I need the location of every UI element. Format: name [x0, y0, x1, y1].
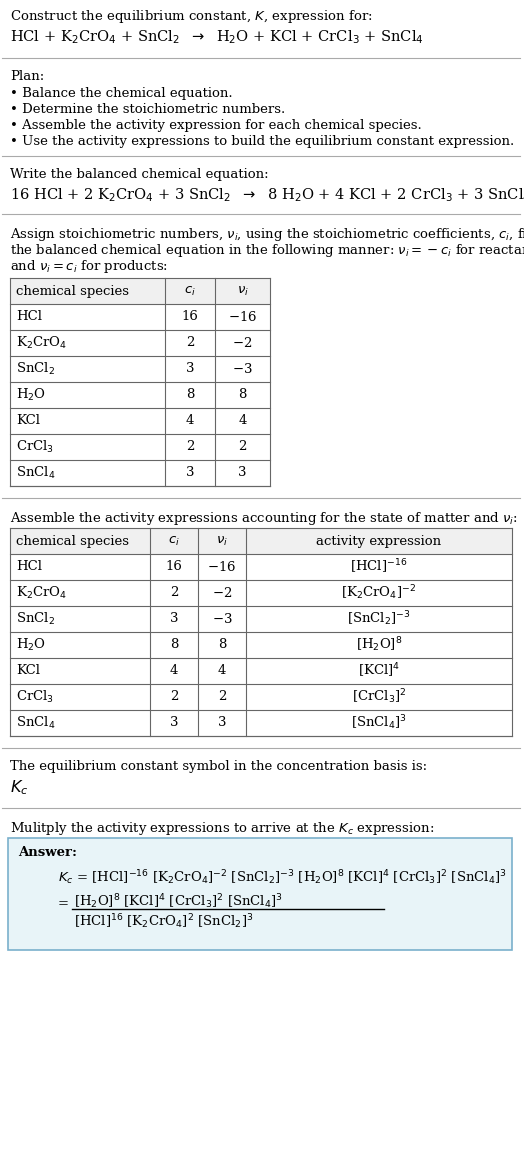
Text: CrCl$_3$: CrCl$_3$ [16, 688, 54, 705]
Text: 4: 4 [218, 664, 226, 678]
Bar [10, 278, 270, 486]
Text: the balanced chemical equation in the following manner: $\nu_i = -c_i$ for react: the balanced chemical equation in the fo… [10, 242, 524, 259]
Text: 3: 3 [170, 716, 178, 729]
Text: 8: 8 [218, 638, 226, 651]
Text: [HCl]$^{16}$ [K$_2$CrO$_4$]$^2$ [SnCl$_2$]$^3$: [HCl]$^{16}$ [K$_2$CrO$_4$]$^2$ [SnCl$_2… [74, 912, 254, 930]
Text: $c_i$: $c_i$ [168, 535, 180, 548]
Text: 2: 2 [218, 691, 226, 704]
Text: • Use the activity expressions to build the equilibrium constant expression.: • Use the activity expressions to build … [10, 135, 514, 148]
Text: $c_i$: $c_i$ [184, 285, 196, 298]
Text: Construct the equilibrium constant, $K$, expression for:: Construct the equilibrium constant, $K$,… [10, 8, 373, 24]
Text: Assign stoichiometric numbers, $\nu_i$, using the stoichiometric coefficients, $: Assign stoichiometric numbers, $\nu_i$, … [10, 226, 524, 243]
Text: Assemble the activity expressions accounting for the state of matter and $\nu_i$: Assemble the activity expressions accoun… [10, 511, 518, 527]
Text: 2: 2 [238, 441, 247, 454]
Text: $-$2: $-$2 [232, 336, 253, 350]
Text: H$_2$O: H$_2$O [16, 637, 46, 654]
Text: $\nu_i$: $\nu_i$ [236, 285, 248, 298]
Text: 2: 2 [186, 441, 194, 454]
Text: $-$2: $-$2 [212, 586, 232, 600]
Text: 3: 3 [170, 613, 178, 626]
Text: SnCl$_4$: SnCl$_4$ [16, 715, 56, 732]
Text: SnCl$_2$: SnCl$_2$ [16, 611, 55, 627]
FancyBboxPatch shape [8, 839, 512, 950]
Text: K$_2$CrO$_4$: K$_2$CrO$_4$ [16, 335, 67, 351]
Text: • Balance the chemical equation.: • Balance the chemical equation. [10, 87, 233, 100]
Text: 3: 3 [218, 716, 226, 729]
Text: 8: 8 [170, 638, 178, 651]
Text: K$_2$CrO$_4$: K$_2$CrO$_4$ [16, 585, 67, 601]
Bar [10, 528, 512, 736]
Text: 4: 4 [170, 664, 178, 678]
Text: [K$_2$CrO$_4$]$^{-2}$: [K$_2$CrO$_4$]$^{-2}$ [342, 584, 417, 602]
Text: [HCl]$^{-16}$: [HCl]$^{-16}$ [351, 558, 408, 576]
Text: [SnCl$_4$]$^3$: [SnCl$_4$]$^3$ [351, 714, 407, 733]
Text: 8: 8 [238, 388, 247, 401]
Text: 2: 2 [186, 336, 194, 350]
Text: Mulitply the activity expressions to arrive at the $K_c$ expression:: Mulitply the activity expressions to arr… [10, 820, 434, 837]
Text: $-$3: $-$3 [212, 612, 232, 626]
Text: 2: 2 [170, 586, 178, 599]
Text: 4: 4 [238, 414, 247, 428]
Text: 16 HCl + 2 K$_2$CrO$_4$ + 3 SnCl$_2$  $\rightarrow$  8 H$_2$O + 4 KCl + 2 CrCl$_: 16 HCl + 2 K$_2$CrO$_4$ + 3 SnCl$_2$ $\r… [10, 186, 524, 204]
Text: KCl: KCl [16, 664, 40, 678]
Text: H$_2$O: H$_2$O [16, 387, 46, 404]
Text: $-$16: $-$16 [208, 561, 236, 575]
Text: 4: 4 [186, 414, 194, 428]
Text: Plan:: Plan: [10, 70, 44, 83]
Text: 3: 3 [238, 466, 247, 479]
Text: [SnCl$_2$]$^{-3}$: [SnCl$_2$]$^{-3}$ [347, 609, 411, 628]
Text: 16: 16 [166, 561, 182, 573]
Text: KCl: KCl [16, 414, 40, 428]
Text: [CrCl$_3$]$^2$: [CrCl$_3$]$^2$ [352, 687, 406, 706]
Text: [KCl]$^4$: [KCl]$^4$ [358, 662, 400, 680]
Text: SnCl$_4$: SnCl$_4$ [16, 465, 56, 481]
Text: HCl: HCl [16, 311, 42, 323]
Text: $\nu_i$: $\nu_i$ [216, 535, 228, 548]
Text: The equilibrium constant symbol in the concentration basis is:: The equilibrium constant symbol in the c… [10, 759, 427, 773]
Text: SnCl$_2$: SnCl$_2$ [16, 361, 55, 377]
Text: 3: 3 [185, 363, 194, 376]
Text: HCl: HCl [16, 561, 42, 573]
Text: chemical species: chemical species [16, 535, 129, 548]
Bar [10, 528, 512, 554]
Text: $-$16: $-$16 [228, 311, 257, 324]
Text: 3: 3 [185, 466, 194, 479]
Text: HCl + K$_2$CrO$_4$ + SnCl$_2$  $\rightarrow$  H$_2$O + KCl + CrCl$_3$ + SnCl$_4$: HCl + K$_2$CrO$_4$ + SnCl$_2$ $\rightarr… [10, 28, 424, 45]
Text: activity expression: activity expression [316, 535, 442, 548]
Text: chemical species: chemical species [16, 285, 129, 298]
Text: =: = [58, 898, 69, 911]
Text: • Assemble the activity expression for each chemical species.: • Assemble the activity expression for e… [10, 119, 422, 131]
Text: Write the balanced chemical equation:: Write the balanced chemical equation: [10, 167, 269, 181]
Text: Answer:: Answer: [18, 846, 77, 859]
Text: $K_c$ = [HCl]$^{-16}$ [K$_2$CrO$_4$]$^{-2}$ [SnCl$_2$]$^{-3}$ [H$_2$O]$^8$ [KCl]: $K_c$ = [HCl]$^{-16}$ [K$_2$CrO$_4$]$^{-… [58, 868, 507, 886]
Text: $-$3: $-$3 [232, 362, 253, 376]
Text: 16: 16 [181, 311, 199, 323]
Text: [H$_2$O]$^8$ [KCl]$^4$ [CrCl$_3$]$^2$ [SnCl$_4$]$^3$: [H$_2$O]$^8$ [KCl]$^4$ [CrCl$_3$]$^2$ [S… [74, 892, 283, 911]
Text: CrCl$_3$: CrCl$_3$ [16, 438, 54, 455]
Text: 8: 8 [186, 388, 194, 401]
Bar [10, 278, 270, 304]
Text: 2: 2 [170, 691, 178, 704]
Text: and $\nu_i = c_i$ for products:: and $\nu_i = c_i$ for products: [10, 258, 168, 274]
Text: [H$_2$O]$^8$: [H$_2$O]$^8$ [356, 636, 402, 655]
Text: • Determine the stoichiometric numbers.: • Determine the stoichiometric numbers. [10, 104, 285, 116]
Text: $K_c$: $K_c$ [10, 778, 28, 797]
